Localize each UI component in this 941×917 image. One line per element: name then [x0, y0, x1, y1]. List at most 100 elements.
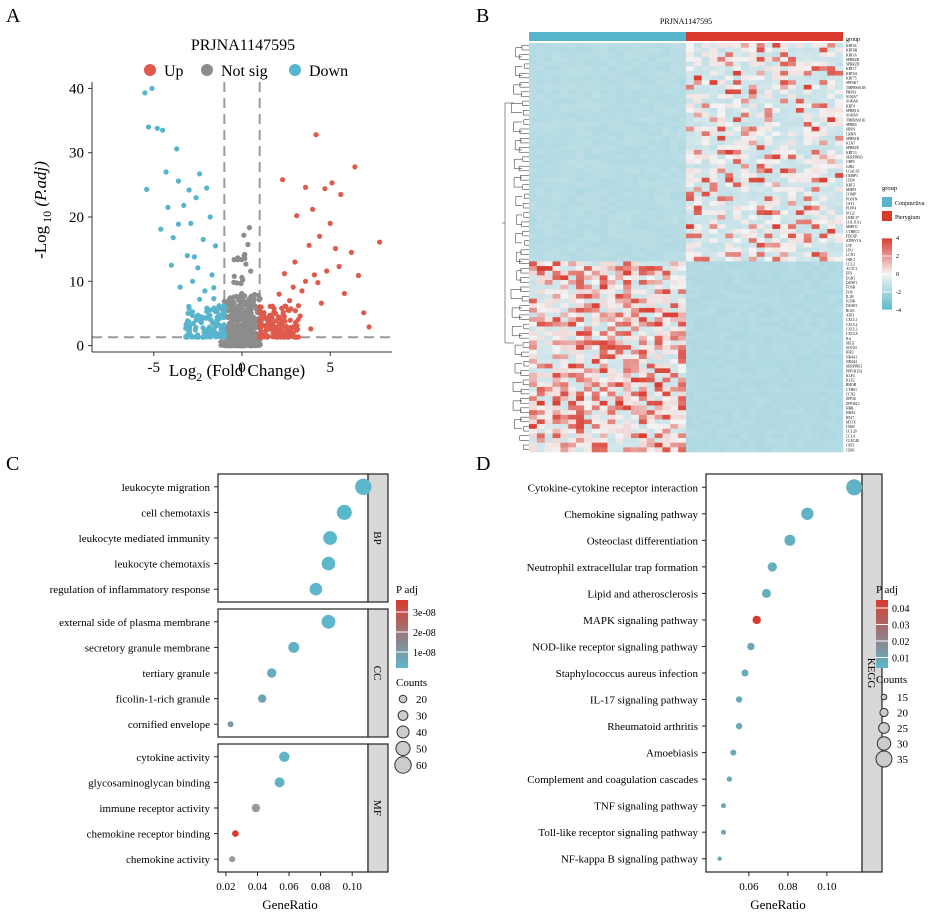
heatmap-cell	[529, 224, 538, 230]
heatmap-cell	[654, 372, 663, 378]
heatmap-cell	[654, 112, 663, 118]
heatmap-cell	[740, 145, 750, 151]
heatmap-cell	[576, 424, 585, 430]
heatmap-cell	[678, 349, 687, 355]
kegg-term-label: IL-17 signaling pathway	[590, 695, 699, 707]
heatmap-cell	[795, 94, 805, 100]
go-dot	[336, 504, 352, 520]
heatmap-cell	[670, 354, 679, 360]
heatmap-cell	[552, 312, 561, 318]
heatmap-cell	[615, 98, 624, 104]
heatmap-cell	[693, 233, 702, 239]
heatmap-cell	[560, 256, 569, 262]
heatmap-cell	[678, 270, 687, 276]
heatmap-cell	[811, 149, 820, 155]
heatmap-cell	[638, 377, 648, 383]
heatmap-cell	[646, 438, 655, 444]
heatmap-cell	[740, 196, 750, 202]
volcano-point-notsig	[235, 307, 241, 313]
heatmap-cell	[827, 386, 836, 392]
heatmap-cell	[701, 149, 710, 155]
volcano-point-up	[259, 310, 265, 316]
heatmap-cell	[819, 233, 828, 239]
heatmap-cell	[599, 386, 608, 392]
heatmap-cell	[536, 187, 545, 193]
heatmap-cell	[748, 182, 757, 188]
heatmap-cell	[819, 447, 828, 453]
heatmap-cell	[623, 326, 632, 332]
heatmap-cell	[717, 326, 726, 332]
heatmap-gene-label: DUSP2	[846, 304, 857, 308]
heatmap-cell	[725, 140, 734, 146]
heatmap-cell	[678, 428, 687, 434]
heatmap-cell	[709, 61, 718, 67]
heatmap-cell	[756, 122, 765, 127]
heatmap-cell	[662, 94, 671, 100]
heatmap-cell	[756, 70, 765, 76]
heatmap-cell	[670, 372, 679, 378]
heatmap-cell	[725, 219, 734, 225]
heatmap-cell	[803, 428, 812, 434]
heatmap-cell	[583, 359, 593, 364]
heatmap-cell	[599, 52, 608, 58]
heatmap-cell	[835, 238, 844, 244]
heatmap-gene-label: ODC1	[846, 258, 856, 262]
heatmap-cell	[560, 98, 569, 104]
heatmap-cell	[568, 447, 577, 453]
heatmap-cell	[599, 331, 608, 337]
heatmap-cell	[552, 247, 561, 253]
heatmap-cell	[607, 438, 616, 444]
heatmap-cell	[591, 224, 600, 230]
heatmap-cell	[709, 205, 718, 211]
heatmap-cell	[591, 284, 600, 290]
heatmap-cell	[733, 326, 742, 332]
heatmap-cell	[819, 428, 828, 434]
heatmap-cell	[803, 414, 812, 420]
heatmap-cell	[803, 396, 812, 402]
heatmap-cell	[529, 247, 538, 253]
heatmap-cell	[591, 70, 600, 76]
volcano-point-down	[149, 85, 155, 91]
heatmap-cell	[615, 289, 624, 295]
heatmap-cell	[756, 126, 765, 132]
heatmap-cell	[733, 298, 742, 304]
heatmap-cell	[568, 405, 577, 411]
heatmap-cell	[576, 191, 585, 197]
heatmap-cell	[662, 149, 671, 155]
heatmap-cell	[693, 103, 702, 109]
heatmap-cell	[615, 414, 624, 420]
heatmap-cell	[678, 382, 687, 388]
heatmap-cell	[803, 447, 812, 453]
volcano-point-down	[200, 236, 206, 243]
heatmap-cell	[662, 326, 671, 332]
panel-letter-b: B	[476, 5, 489, 27]
heatmap-cell	[576, 154, 585, 160]
heatmap-cell	[678, 177, 687, 183]
heatmap-cell	[819, 131, 828, 137]
heatmap-cell	[631, 224, 640, 230]
heatmap-cell	[552, 331, 561, 337]
heatmap-cell	[552, 173, 561, 179]
heatmap-cell	[654, 135, 663, 141]
heatmap-cell	[615, 214, 624, 220]
heatmap-cell	[599, 228, 608, 234]
heatmap-cell	[670, 159, 679, 165]
heatmap-cell	[529, 159, 538, 165]
heatmap-cell	[529, 252, 538, 258]
heatmap-cell	[552, 298, 561, 304]
heatmap-cell	[623, 400, 632, 406]
heatmap-cell	[717, 214, 726, 220]
heatmap-cell	[583, 298, 593, 304]
heatmap-gene-label: LGALS3	[846, 169, 860, 173]
heatmap-cell	[670, 359, 679, 364]
heatmap-cell	[835, 126, 844, 132]
heatmap-cell	[733, 363, 742, 369]
heatmap-cell	[701, 135, 710, 141]
heatmap-cell	[827, 331, 836, 337]
heatmap-cell	[536, 224, 545, 230]
heatmap-cell	[709, 280, 718, 285]
heatmap-cell	[654, 275, 663, 281]
heatmap-cell	[725, 275, 734, 281]
heatmap-cell	[678, 131, 687, 137]
heatmap-cell	[772, 47, 781, 53]
